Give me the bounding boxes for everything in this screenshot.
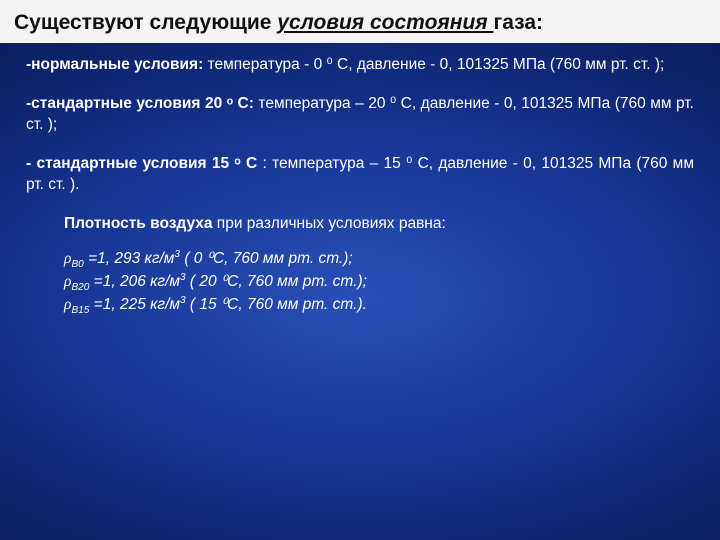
slide-content: -нормальные условия: температура - 0 ⁰ С… [0, 43, 720, 315]
d3-tail: ( 15 ⁰С, 760 мм рт. ст.). [186, 296, 367, 313]
cond2-label: -стандартные условия 20 ᵒ С: [26, 95, 254, 112]
density-title: Плотность воздуха при различных условиях… [64, 214, 694, 235]
density-block: Плотность воздуха при различных условиях… [64, 214, 694, 316]
condition-std15: - стандартные условия 15 ᵒ С : температу… [26, 154, 694, 196]
d1-tail: ( 0 ⁰С, 760 мм рт. ст.); [180, 250, 353, 267]
density-line-15: ρВ15 =1, 225 кг/м3 ( 15 ⁰С, 760 мм рт. с… [64, 295, 694, 316]
d2-sub: В20 [71, 282, 89, 293]
cond3-label: - стандартные условия 15 ᵒ С [26, 155, 257, 172]
d2-val: =1, 206 кг/м [89, 273, 180, 290]
d3-val: =1, 225 кг/м [89, 296, 180, 313]
d1-val: =1, 293 кг/м [84, 250, 175, 267]
d2-tail: ( 20 ⁰С, 760 мм рт. ст.); [186, 273, 367, 290]
density-title-rest: при различных условиях равна: [213, 215, 446, 232]
density-title-bold: Плотность воздуха [64, 215, 213, 232]
title-post: газа: [493, 11, 543, 34]
title-pre: Существуют следующие [14, 11, 277, 34]
cond1-label: -нормальные условия: [26, 56, 203, 73]
condition-normal: -нормальные условия: температура - 0 ⁰ С… [26, 55, 694, 76]
d1-sub: В0 [71, 259, 83, 270]
density-line-20: ρВ20 =1, 206 кг/м3 ( 20 ⁰С, 760 мм рт. с… [64, 272, 694, 293]
d3-sub: В15 [71, 305, 89, 316]
condition-std20: -стандартные условия 20 ᵒ С: температура… [26, 94, 694, 136]
cond1-text: температура - 0 ⁰ С, давление - 0, 10132… [203, 56, 664, 73]
slide-title: Существуют следующие условия состояния г… [0, 0, 720, 43]
title-underline: условия состояния [277, 11, 493, 34]
density-line-0: ρВ0 =1, 293 кг/м3 ( 0 ⁰С, 760 мм рт. ст.… [64, 249, 694, 270]
